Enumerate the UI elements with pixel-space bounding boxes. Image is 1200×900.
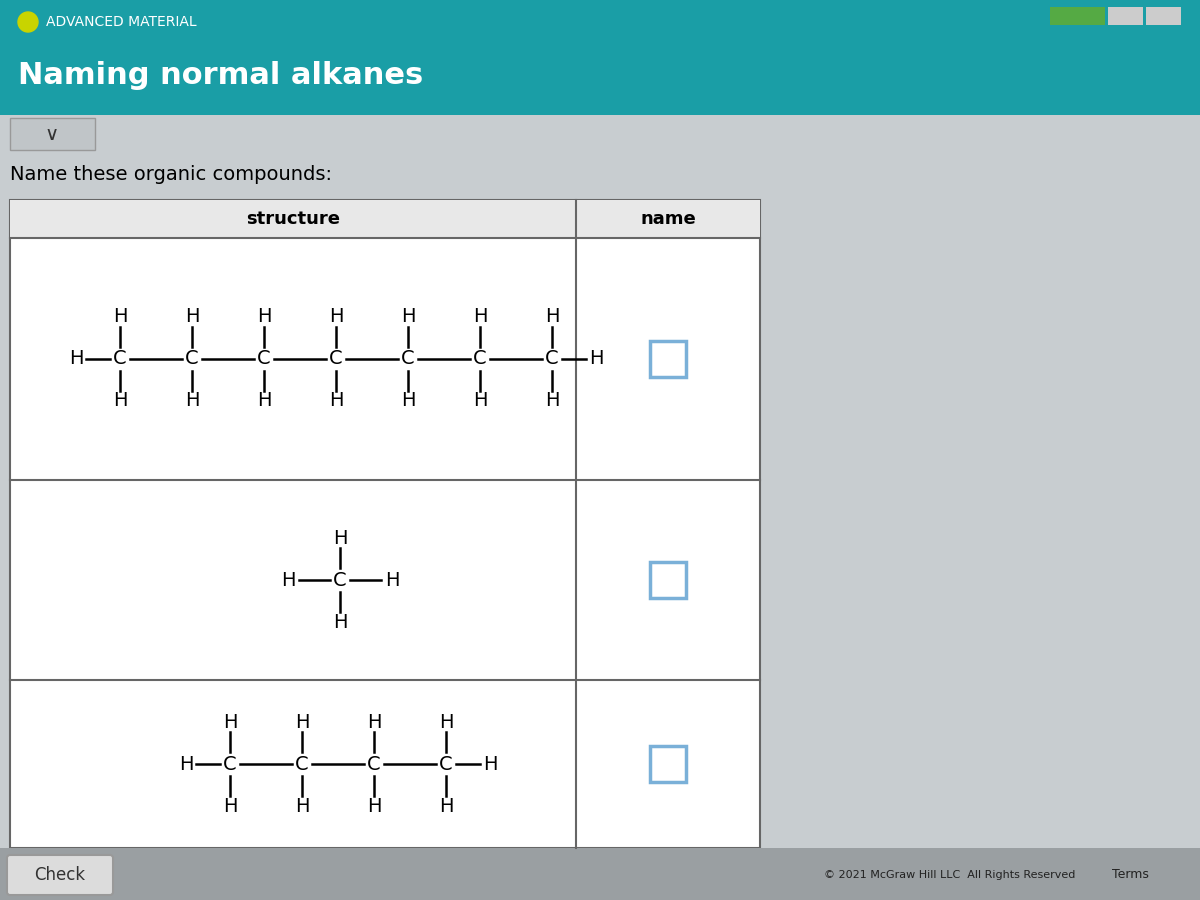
Text: C: C bbox=[257, 349, 271, 368]
Text: H: H bbox=[332, 528, 347, 547]
FancyBboxPatch shape bbox=[7, 855, 113, 895]
Text: H: H bbox=[589, 349, 604, 368]
Text: H: H bbox=[332, 613, 347, 632]
Text: H: H bbox=[473, 308, 487, 327]
Text: H: H bbox=[179, 754, 193, 773]
Text: Check: Check bbox=[35, 866, 85, 884]
Text: Naming normal alkanes: Naming normal alkanes bbox=[18, 60, 424, 89]
Text: C: C bbox=[185, 349, 199, 368]
Text: Name these organic compounds:: Name these organic compounds: bbox=[10, 166, 332, 184]
Text: H: H bbox=[281, 571, 295, 590]
Text: H: H bbox=[439, 713, 454, 732]
Text: H: H bbox=[482, 754, 497, 773]
Text: H: H bbox=[223, 796, 238, 815]
Text: H: H bbox=[113, 392, 127, 410]
Text: C: C bbox=[334, 571, 347, 590]
Bar bbox=[650, 562, 686, 598]
Bar bbox=[0, 848, 1200, 900]
Text: H: H bbox=[329, 392, 343, 410]
Text: C: C bbox=[367, 754, 380, 773]
Text: H: H bbox=[473, 392, 487, 410]
Bar bbox=[10, 200, 576, 238]
Text: C: C bbox=[329, 349, 343, 368]
Text: H: H bbox=[545, 308, 559, 327]
Bar bbox=[650, 746, 686, 782]
Text: H: H bbox=[545, 392, 559, 410]
Bar bbox=[576, 200, 760, 238]
Text: H: H bbox=[367, 796, 382, 815]
Text: H: H bbox=[295, 796, 310, 815]
Text: © 2021 McGraw Hill LLC  All Rights Reserved: © 2021 McGraw Hill LLC All Rights Reserv… bbox=[824, 870, 1075, 880]
Text: C: C bbox=[545, 349, 559, 368]
Text: H: H bbox=[439, 796, 454, 815]
Bar bbox=[650, 341, 686, 377]
Text: C: C bbox=[223, 754, 236, 773]
Text: H: H bbox=[401, 392, 415, 410]
Text: H: H bbox=[257, 392, 271, 410]
Text: H: H bbox=[385, 571, 400, 590]
Text: H: H bbox=[113, 308, 127, 327]
Circle shape bbox=[18, 12, 38, 32]
Bar bbox=[10, 200, 760, 848]
Text: H: H bbox=[185, 392, 199, 410]
Bar bbox=[1108, 7, 1142, 25]
Text: H: H bbox=[367, 713, 382, 732]
Text: structure: structure bbox=[246, 210, 340, 228]
Bar bbox=[10, 118, 95, 150]
Text: C: C bbox=[113, 349, 127, 368]
Text: H: H bbox=[401, 308, 415, 327]
Text: H: H bbox=[257, 308, 271, 327]
Text: H: H bbox=[68, 349, 83, 368]
Text: C: C bbox=[295, 754, 308, 773]
Text: C: C bbox=[473, 349, 487, 368]
Text: H: H bbox=[223, 713, 238, 732]
Text: name: name bbox=[641, 210, 696, 228]
Text: H: H bbox=[295, 713, 310, 732]
Text: H: H bbox=[185, 308, 199, 327]
Bar bbox=[1146, 7, 1181, 25]
Text: ADVANCED MATERIAL: ADVANCED MATERIAL bbox=[46, 15, 197, 29]
Text: ∨: ∨ bbox=[44, 124, 59, 143]
Text: Terms: Terms bbox=[1111, 868, 1148, 881]
Text: C: C bbox=[439, 754, 452, 773]
Bar bbox=[1050, 7, 1105, 25]
Bar bbox=[0, 0, 1200, 115]
Text: C: C bbox=[401, 349, 415, 368]
Text: H: H bbox=[329, 308, 343, 327]
